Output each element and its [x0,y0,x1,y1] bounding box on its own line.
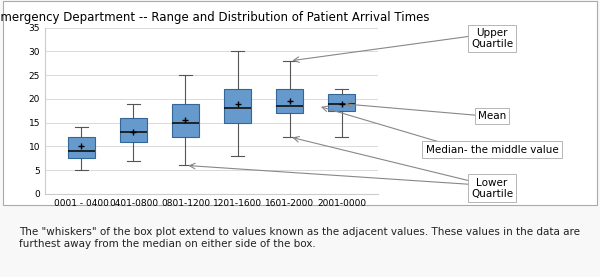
PathPatch shape [328,94,355,111]
PathPatch shape [120,118,147,142]
Title: Emergency Department -- Range and Distribution of Patient Arrival Times: Emergency Department -- Range and Distri… [0,11,430,24]
PathPatch shape [276,89,303,113]
Text: Median- the middle value: Median- the middle value [425,145,559,155]
PathPatch shape [224,89,251,123]
Text: Lower
Quartile: Lower Quartile [471,178,513,199]
Text: Mean: Mean [478,111,506,121]
PathPatch shape [172,104,199,137]
Text: Upper
Quartile: Upper Quartile [471,28,513,49]
PathPatch shape [68,137,95,158]
Text: The "whiskers" of the box plot extend to values known as the adjacent values. Th: The "whiskers" of the box plot extend to… [19,227,580,249]
